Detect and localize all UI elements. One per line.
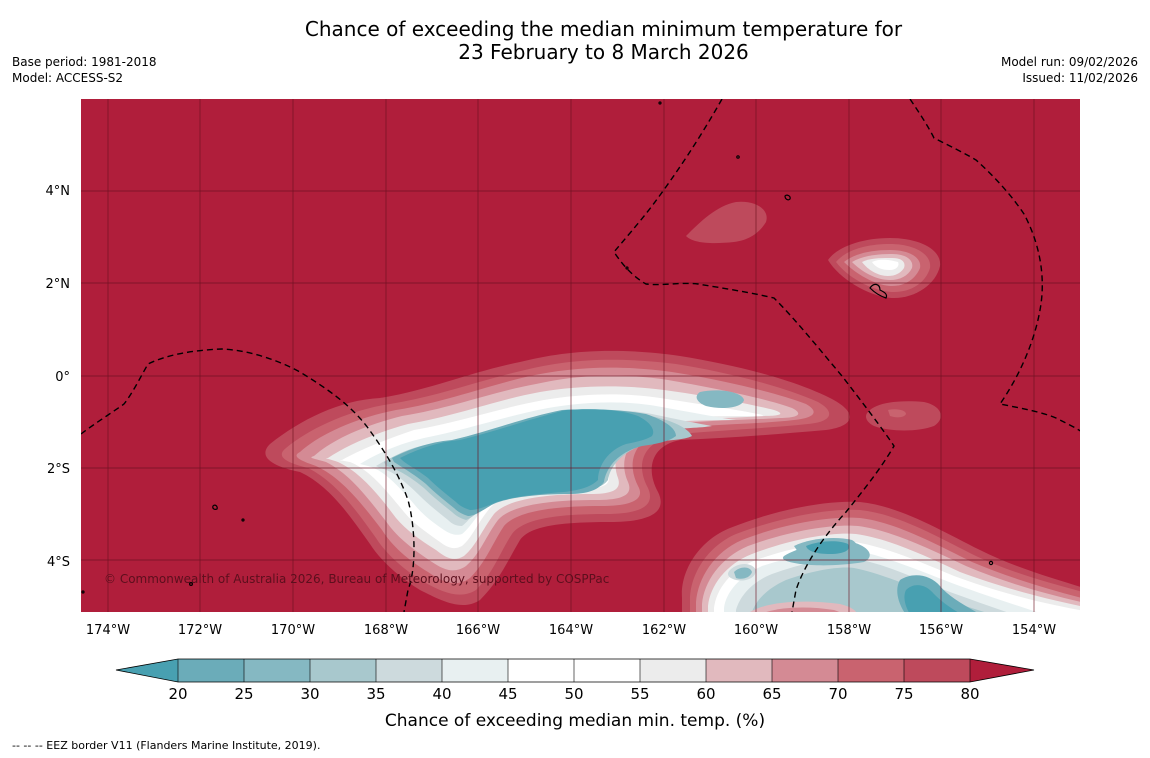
colorbar-tick: 50 (564, 685, 583, 703)
island (189, 581, 194, 586)
colorbar-segment (178, 659, 244, 682)
meta-left: Base period: 1981-2018 Model: ACCESS-S2 (12, 54, 157, 86)
lon-label: 162°W (642, 623, 686, 638)
lon-label: 154°W (1012, 623, 1056, 638)
lon-label: 164°W (549, 623, 593, 638)
eez-borders (81, 99, 1080, 612)
model-name: Model: ACCESS-S2 (12, 71, 124, 85)
islands (81, 101, 994, 594)
latitude-labels: 4°N 2°N 0° 2°S 4°S (46, 184, 71, 570)
island (658, 101, 662, 105)
lon-label: 172°W (178, 623, 222, 638)
island (625, 266, 629, 270)
lon-label: 166°W (456, 623, 500, 638)
lon-label: 168°W (364, 623, 408, 638)
colorbar-segment (376, 659, 442, 682)
colorbar-tick: 20 (168, 685, 187, 703)
colorbar-tick: 60 (696, 685, 715, 703)
lon-label: 156°W (919, 623, 963, 638)
meta-right: Model run: 09/02/2026 Issued: 11/02/2026 (1001, 54, 1138, 86)
colorbar-tick: 35 (366, 685, 385, 703)
eez-footnote: -- -- -- EEZ border V11 (Flanders Marine… (12, 739, 321, 752)
lat-label: 0° (55, 370, 70, 385)
lon-label: 160°W (734, 623, 778, 638)
colorbar-segment (640, 659, 706, 682)
lon-label: 158°W (827, 623, 871, 638)
longitude-labels: 174°W 172°W 170°W 168°W 166°W 164°W 162°… (86, 623, 1056, 638)
copyright-notice: © Commonwealth of Australia 2026, Bureau… (104, 572, 609, 586)
map-panel: © Commonwealth of Australia 2026, Bureau… (81, 99, 1080, 612)
colorbar-segment (442, 659, 508, 682)
eez-border-west (81, 348, 415, 612)
island (784, 194, 791, 201)
island (736, 155, 740, 159)
colorbar-tick: 65 (762, 685, 781, 703)
island (988, 560, 994, 566)
colorbar-segment (508, 659, 574, 682)
colorbar-tick: 70 (828, 685, 847, 703)
lat-label: 4°S (47, 555, 70, 570)
model-run: Model run: 09/02/2026 (1000, 55, 1138, 69)
colorbar-segment (244, 659, 310, 682)
colorbar-tick: 40 (432, 685, 451, 703)
base-period: Base period: 1981-2018 (12, 55, 157, 69)
lon-label: 170°W (271, 623, 315, 638)
island (81, 590, 85, 594)
graticule (81, 99, 1080, 612)
title-line-1: Chance of exceeding the median minimum t… (304, 17, 903, 41)
eez-border-east (909, 99, 1080, 432)
colorbar-segment (706, 659, 772, 682)
southeast-cool-region (681, 501, 1080, 612)
colorbar-tick: 30 (300, 685, 319, 703)
lat-label: 2°N (46, 277, 71, 292)
colorbar-tick: 75 (894, 685, 913, 703)
equatorial-cool-region (265, 350, 850, 606)
colorbar-segment (574, 659, 640, 682)
colorbar-segment (904, 659, 970, 682)
title-line-2: 23 February to 8 March 2026 (458, 40, 749, 64)
colorbar-segment (772, 659, 838, 682)
issued-date: Issued: 11/02/2026 (1022, 71, 1138, 85)
colorbar-high-extension (970, 659, 1034, 682)
colorbar-segment (310, 659, 376, 682)
island (212, 504, 218, 510)
colorbar-tick: 45 (498, 685, 517, 703)
island (869, 283, 888, 299)
map-title: Chance of exceeding the median minimum t… (0, 18, 1150, 64)
colorbar-tick: 55 (630, 685, 649, 703)
lat-label: 4°N (46, 184, 71, 199)
colorbar-tick: 25 (234, 685, 253, 703)
colorbar-tick: 80 (960, 685, 979, 703)
island (241, 518, 245, 522)
colorbar-low-extension (116, 659, 178, 682)
lon-label: 174°W (86, 623, 130, 638)
colorbar-segment (838, 659, 904, 682)
colorbar: 20 25 30 35 40 45 50 55 60 65 70 75 80 C… (115, 658, 1035, 731)
colorbar-label: Chance of exceeding median min. temp. (%… (385, 711, 765, 731)
lat-label: 2°S (47, 462, 70, 477)
